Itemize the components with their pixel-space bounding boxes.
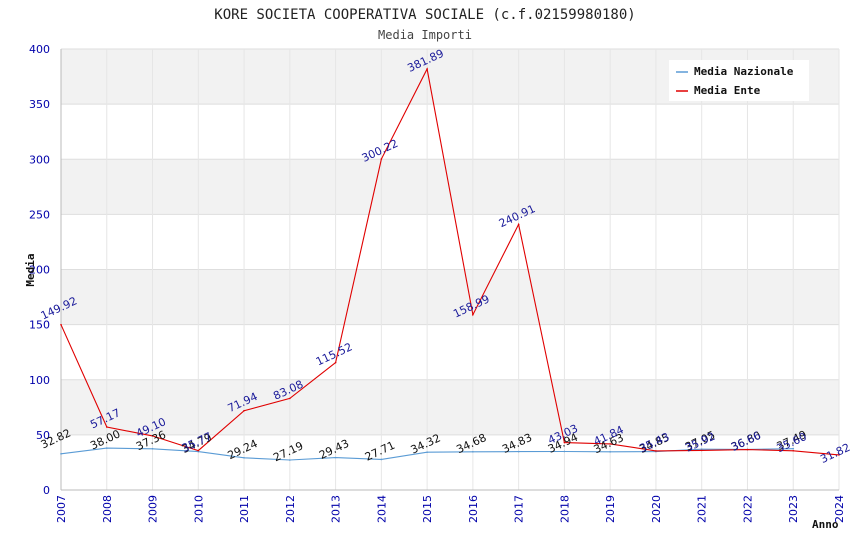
chart-subtitle: Media Importi: [378, 28, 472, 42]
y-tick-label: 200: [29, 264, 50, 277]
plot-band: [61, 159, 839, 215]
y-tick-label: 300: [29, 153, 50, 166]
x-axis-ticks: 2007 2008 2009 2010 2011 2012 2013 2014 2015 2016…: [55, 495, 846, 523]
data-point-nazionale: [105, 447, 108, 449]
legend: Media Nazionale Media Ente: [669, 60, 809, 101]
x-tick-label: 2009: [147, 495, 160, 523]
x-tick-label: 2013: [330, 495, 343, 523]
data-point-nazionale: [472, 450, 474, 453]
data-point-nazionale: [517, 450, 520, 453]
y-tick-label: 150: [29, 319, 50, 332]
data-point-nazionale: [792, 447, 795, 450]
plot-band: [61, 214, 839, 270]
data-point-nazionale: [60, 453, 62, 455]
x-tick-label: 2023: [787, 495, 800, 523]
series-layer: [60, 67, 840, 461]
x-tick-label: 2010: [192, 495, 205, 523]
data-point-nazionale: [334, 456, 337, 459]
data-point-ente: [655, 450, 657, 452]
plot-band: [61, 324, 839, 380]
data-point-nazionale: [380, 458, 383, 461]
y-tick-label: 350: [29, 98, 50, 111]
data-point-ente: [792, 449, 795, 452]
data-point-ente: [243, 409, 245, 412]
x-tick-label: 2008: [101, 495, 114, 523]
legend-item-nazionale: Media Nazionale: [694, 65, 794, 78]
plot-band: [61, 104, 839, 160]
data-point-nazionale: [426, 451, 428, 453]
chart-title: KORE SOCIETA COOPERATIVA SOCIALE (c.f.02…: [214, 7, 635, 23]
x-tick-label: 2024: [833, 495, 846, 523]
series-line-ente: [60, 67, 840, 456]
x-tick-label: 2021: [696, 495, 709, 523]
x-tick-label: 2019: [604, 495, 617, 523]
y-tick-label: 50: [36, 429, 50, 442]
data-point-ente: [838, 454, 840, 456]
data-point-ente: [334, 361, 337, 364]
plot-band: [61, 379, 839, 435]
data-point-ente: [746, 448, 749, 451]
x-tick-label: 2011: [238, 495, 251, 523]
data-point-ente: [563, 441, 566, 444]
x-tick-label: 2018: [558, 495, 571, 523]
data-point-ente: [472, 313, 474, 316]
data-point-ente: [700, 449, 703, 452]
x-tick-label: 2007: [55, 495, 68, 523]
legend-box: [669, 60, 809, 101]
data-point-ente: [380, 158, 383, 160]
x-tick-label: 2022: [741, 495, 754, 523]
y-axis-label: Media: [24, 253, 37, 286]
plot-band: [61, 269, 839, 325]
x-tick-label: 2017: [513, 495, 526, 523]
y-tick-label: 0: [43, 484, 50, 497]
data-point-nazionale: [563, 450, 566, 453]
x-tick-label: 2012: [284, 495, 297, 523]
data-point-ente: [197, 449, 200, 452]
data-point-nazionale: [243, 456, 245, 459]
y-tick-label: 250: [29, 208, 50, 221]
data-point-nazionale: [151, 448, 154, 450]
plot-band: [61, 434, 839, 490]
x-tick-label: 2016: [467, 495, 480, 523]
y-axis-ticks: 0 50 100 150 200 250 300 350 400: [29, 43, 50, 497]
data-point-nazionale: [609, 451, 611, 453]
data-point-ente: [105, 426, 108, 428]
y-tick-label: 400: [29, 43, 50, 56]
y-tick-label: 100: [29, 374, 50, 387]
data-point-ente: [517, 223, 520, 226]
x-tick-label: 2015: [421, 495, 434, 523]
data-point-nazionale: [700, 448, 703, 450]
plot-background: [61, 49, 839, 490]
x-tick-label: 2014: [375, 495, 388, 523]
data-point-ente: [289, 397, 291, 400]
data-point-ente: [60, 323, 62, 326]
legend-item-ente: Media Ente: [694, 84, 761, 97]
data-point-ente: [151, 435, 154, 437]
x-axis-label: Anno: [812, 518, 839, 531]
data-point-ente: [426, 68, 428, 70]
data-point-ente: [609, 443, 611, 445]
data-point-nazionale: [289, 459, 291, 461]
x-tick-label: 2020: [650, 495, 663, 523]
gridlines: [60, 48, 840, 491]
